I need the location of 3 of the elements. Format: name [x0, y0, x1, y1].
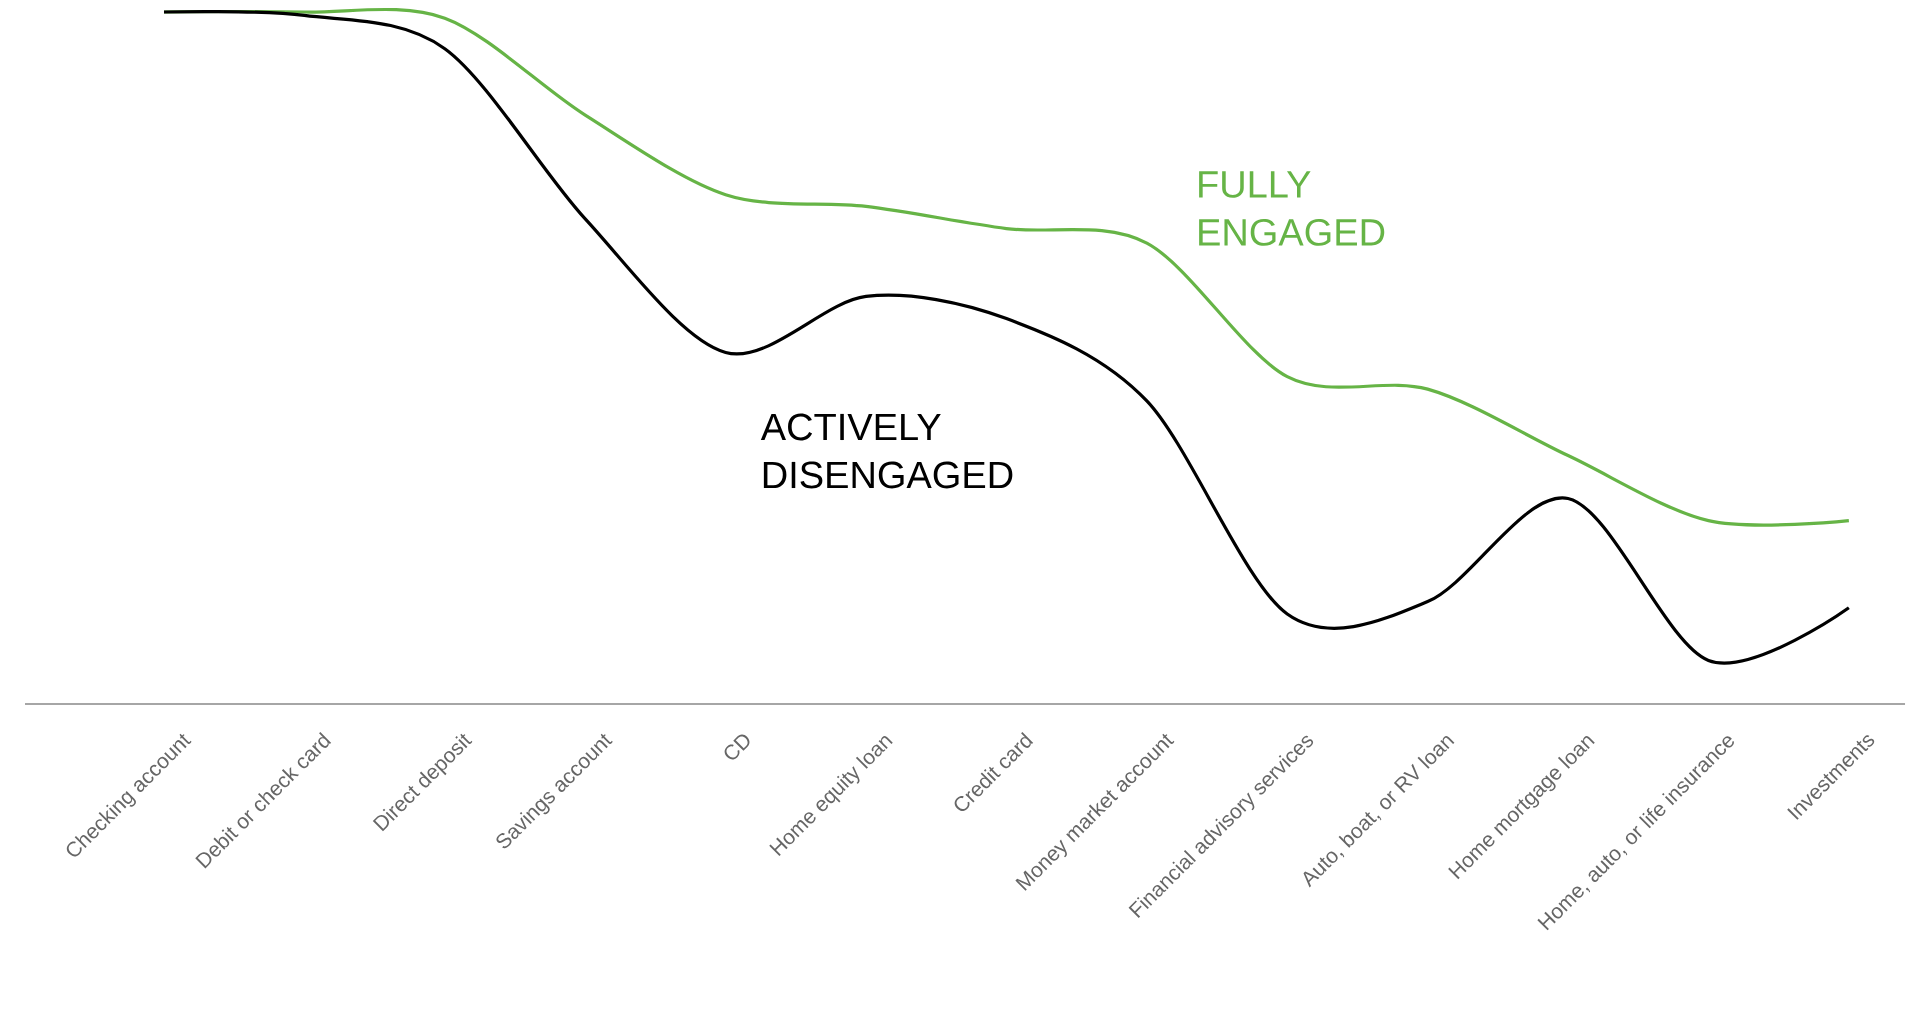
- series-label: ACTIVELY DISENGAGED: [760, 413, 1013, 489]
- series-label: FULLY ENGAGED: [1199, 171, 1385, 246]
- x-tick-label: CD: [724, 734, 750, 760]
